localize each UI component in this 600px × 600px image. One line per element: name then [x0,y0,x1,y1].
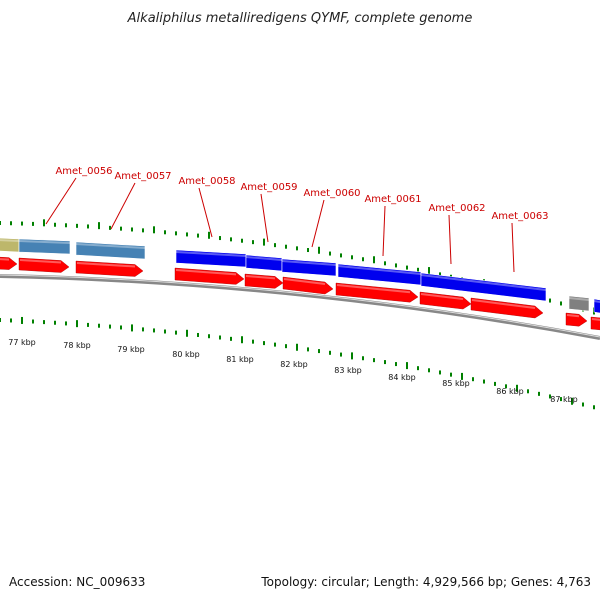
label-leader-line [260,193,269,243]
accession-label: Accession: NC_009633 [9,575,145,589]
kbp-label-layer: 77 kbp 78 kbp 79 kbp 80 kbp 81 kbp 82 kbp 83 k… [8,338,578,404]
cds-arrow-shine [19,259,62,264]
gene-block-shine [18,240,71,244]
label-leader-line [511,222,515,273]
kbp-label: 77 kbp [8,338,36,347]
gene-block-shine [0,239,20,242]
gene-block [281,258,337,277]
label-leader-line [382,205,386,257]
cds-arrow [282,276,334,295]
genome-backbone [0,274,600,340]
kbp-label: 87 kbp [550,395,578,404]
gene-label: Amet_0057 [114,171,171,182]
cds-arrow-shine [471,299,536,309]
cds-arrow-shine [283,278,326,286]
gene-block-shine [420,274,547,291]
gene-block-shine [175,251,247,257]
gene-label: Amet_0060 [303,188,360,199]
kbp-label: 81 kbp [226,355,254,364]
lower-tick-track [0,316,595,410]
gene-block-shine [281,260,337,266]
label-leader-line [110,182,136,230]
cds-arrow [244,273,284,289]
gene-block [75,241,146,260]
gene-block [593,298,600,314]
gene-label-layer: Amet_0056 Amet_0057 Amet_0058 Amet_0059 Amet… [55,166,548,222]
cds-arrow [18,257,70,273]
backbone-line [0,274,600,340]
gene-block-shine [337,265,422,275]
cds-arrow-shine [0,258,10,261]
gene-block-shine [75,243,146,249]
cds-arrow [0,256,18,270]
gene-track-top [0,237,600,314]
kbp-label: 85 kbp [442,379,470,388]
kbp-label: 80 kbp [172,350,200,359]
label-leader-line [448,214,452,265]
cds-arrow [565,312,588,327]
kbp-label: 83 kbp [334,366,362,375]
gene-label: Amet_0061 [364,194,421,205]
gene-block-shine [245,256,283,261]
gene-block [18,238,71,255]
kbp-label: 84 kbp [388,373,416,382]
gene-block [568,295,590,312]
gene-block-shine [593,300,600,304]
kbp-label: 79 kbp [117,345,145,354]
cds-arrow-shine [76,262,136,268]
gene-block [420,272,547,302]
kbp-label: 78 kbp [63,341,91,350]
cds-arrow [75,260,144,277]
label-leader-line [45,177,77,225]
gene-label: Amet_0056 [55,166,112,177]
cds-track [0,256,600,331]
label-leader-lines [45,177,515,273]
gene-block-shine [568,297,590,301]
gene-label: Amet_0058 [178,176,235,187]
cds-arrow-shine [175,269,237,276]
cds-arrow-shine [420,293,464,301]
cds-arrow [335,282,419,303]
label-leader-line [311,199,325,248]
cds-arrow [590,316,600,331]
cds-arrow [174,267,245,285]
backbone-highlight [0,274,600,338]
cds-arrow-shine [336,284,411,294]
cds-arrow-shine [566,314,580,318]
cds-arrow [470,297,544,319]
kbp-label: 86 kbp [496,387,524,396]
label-leader-line [198,187,213,238]
map-title: Alkaliphilus metalliredigens QYMF, compl… [127,11,473,26]
kbp-label: 82 kbp [280,360,308,369]
gene-label: Amet_0059 [240,182,297,193]
gene-label: Amet_0063 [491,211,548,222]
gene-label: Amet_0062 [428,203,485,214]
genome-summary: Topology: circular; Length: 4,929,566 bp… [260,575,591,589]
cds-arrow-shine [245,275,276,280]
cds-arrow [419,291,472,310]
cds-arrow-shine [591,318,600,321]
